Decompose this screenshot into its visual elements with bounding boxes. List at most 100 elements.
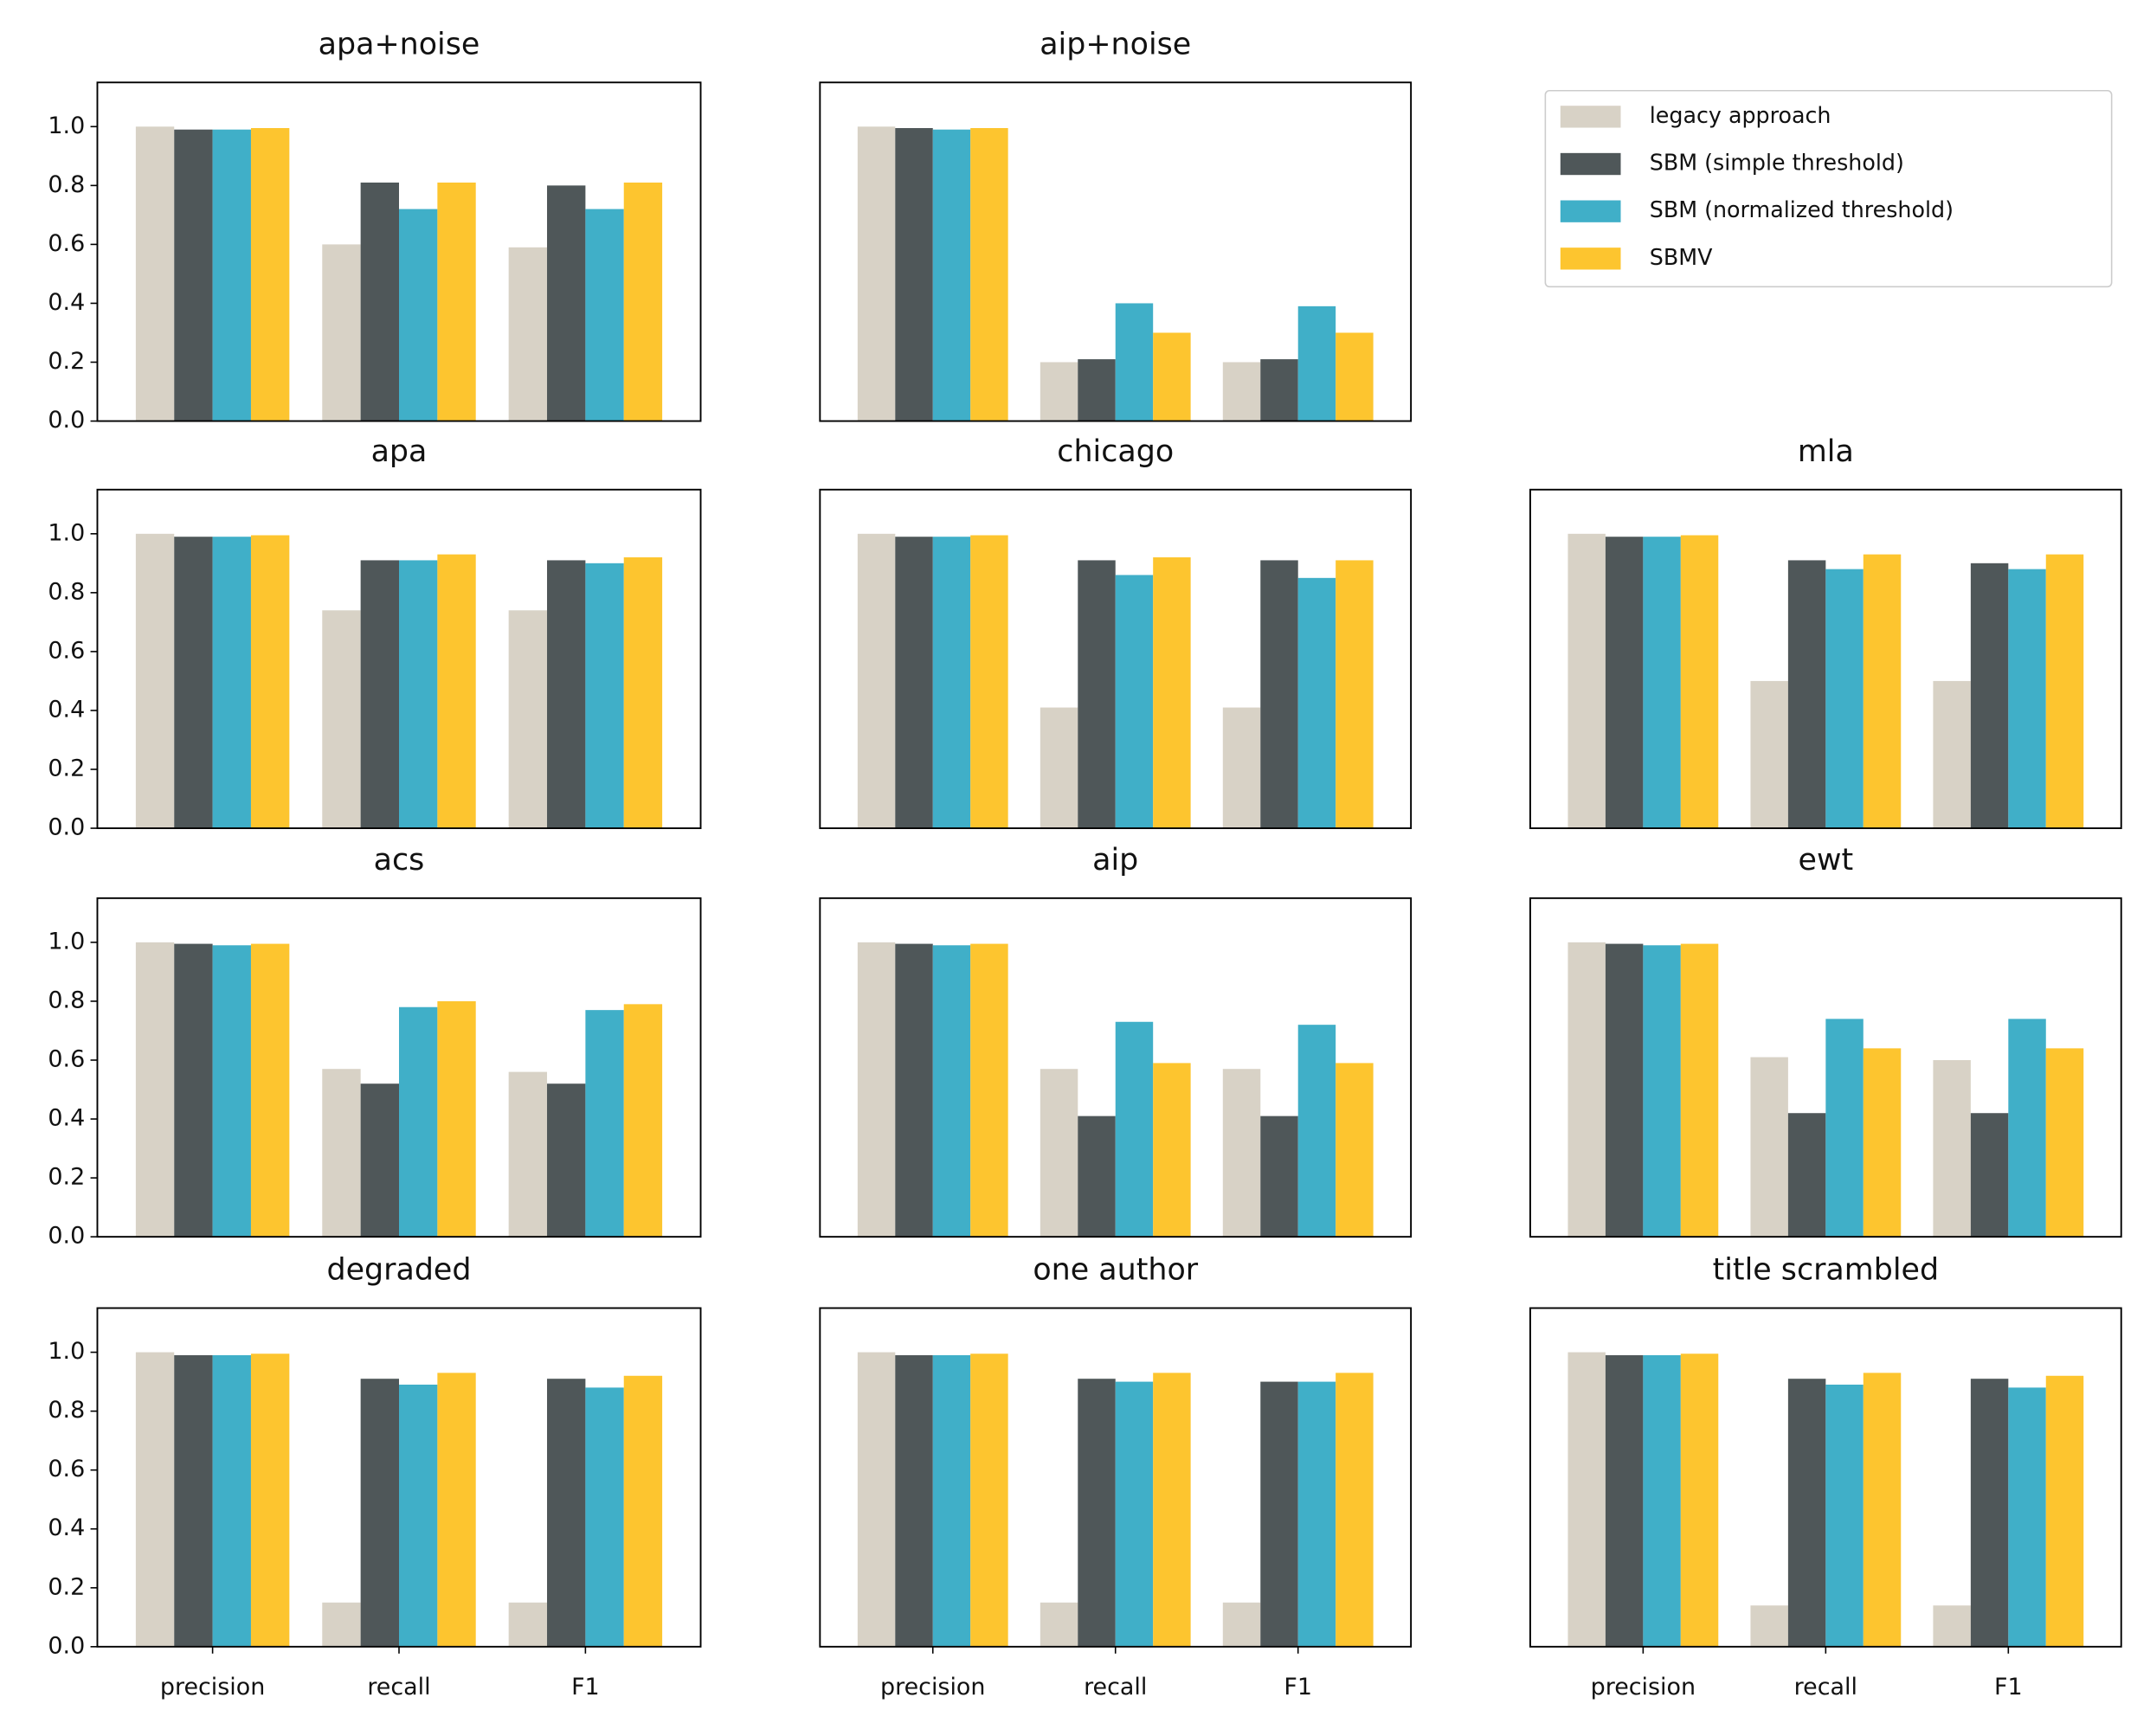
bar [1078, 560, 1116, 829]
bar [1933, 1605, 1971, 1647]
y-tick-label: 0.6 [48, 1045, 85, 1072]
chart-title: apa+noise [319, 27, 480, 61]
axes-frame [819, 897, 1413, 1238]
bar [1336, 332, 1374, 421]
y-tick-label: 0.8 [48, 987, 85, 1013]
bar [212, 537, 251, 829]
chart-title: ewt [1799, 843, 1854, 878]
bar [970, 1353, 1008, 1647]
bar [174, 537, 213, 829]
bar [508, 1071, 548, 1238]
y-tick-label: 1.0 [48, 1338, 85, 1365]
bar [1040, 362, 1078, 421]
bar [1605, 537, 1644, 829]
bar [250, 1353, 290, 1647]
bar [970, 128, 1008, 421]
bar [932, 129, 971, 421]
axes-frame [1529, 897, 2122, 1238]
y-tick-label: 0.2 [48, 755, 85, 782]
legend-label: legacy approach [1650, 102, 1831, 128]
bar [1567, 942, 1606, 1238]
bar [895, 1354, 933, 1647]
bar [623, 1375, 663, 1647]
y-tick-label: 0.8 [48, 578, 85, 605]
bar [212, 1354, 251, 1647]
bar [1680, 535, 1719, 829]
bar [970, 535, 1008, 829]
bar [1863, 554, 1902, 829]
bar [1825, 569, 1864, 829]
bar [398, 209, 438, 421]
bar [508, 1602, 548, 1647]
legend-swatch [1560, 106, 1621, 128]
bar [1260, 1116, 1298, 1238]
bar [857, 126, 896, 421]
bar [1567, 533, 1606, 829]
y-tick-label: 0.0 [48, 1223, 85, 1250]
bar [585, 1010, 624, 1238]
bar [360, 182, 399, 421]
bar [1787, 1113, 1826, 1238]
bar [547, 185, 586, 421]
bar [1605, 943, 1644, 1238]
legend-box [1544, 89, 2113, 288]
bar [135, 126, 175, 421]
chart-title: apa [371, 434, 428, 469]
bar [1115, 1381, 1154, 1647]
bar [250, 535, 290, 829]
bar [2008, 569, 2046, 829]
axes-frame [1529, 488, 2122, 830]
bar [1297, 577, 1336, 829]
bar [212, 129, 251, 421]
bar [360, 1379, 399, 1647]
bar [2045, 1375, 2084, 1647]
bar [437, 554, 476, 829]
y-tick-label: 0.0 [48, 814, 85, 841]
bar [1933, 1059, 1971, 1238]
bar [623, 1004, 663, 1238]
bar [2008, 1387, 2046, 1647]
x-tick-label: recall [1084, 1674, 1147, 1701]
bar [250, 128, 290, 421]
bar [508, 610, 548, 829]
axes-frame [819, 1307, 1413, 1648]
y-tick-label: 0.0 [48, 1632, 85, 1659]
axes-frame [96, 488, 702, 830]
bar [1643, 1354, 1681, 1647]
y-tick-label: 0.2 [48, 1164, 85, 1191]
bar [360, 560, 399, 829]
bar [547, 1083, 586, 1238]
chart-title: mla [1798, 434, 1854, 469]
axes-frame [96, 897, 702, 1238]
y-tick-label: 0.6 [48, 230, 85, 257]
axes-frame [819, 488, 1413, 830]
bar [437, 1000, 476, 1238]
bar [547, 560, 586, 829]
y-tick-label: 0.4 [48, 696, 85, 723]
y-tick-label: 0.4 [48, 289, 85, 316]
chart-title: degraded [326, 1253, 471, 1288]
legend-swatch [1560, 248, 1621, 270]
x-tick-label: recall [367, 1674, 430, 1701]
bar [1567, 1352, 1606, 1647]
bar [174, 1354, 213, 1647]
bar [322, 610, 361, 829]
bar [398, 1384, 438, 1647]
bar [1750, 680, 1788, 829]
bar [1336, 1373, 1374, 1647]
bar [1750, 1605, 1788, 1647]
bar [1970, 563, 2009, 829]
bar [135, 1352, 175, 1647]
bar [1336, 1063, 1374, 1238]
bar [398, 560, 438, 829]
y-tick-label: 0.6 [48, 1456, 85, 1482]
y-tick-label: 1.0 [48, 113, 85, 139]
chart-title: acs [374, 843, 425, 878]
legend-swatch [1560, 152, 1621, 176]
bar [895, 128, 933, 421]
bar [932, 945, 971, 1238]
bar [322, 1602, 361, 1647]
bar [322, 244, 361, 421]
bar [1863, 1048, 1902, 1238]
